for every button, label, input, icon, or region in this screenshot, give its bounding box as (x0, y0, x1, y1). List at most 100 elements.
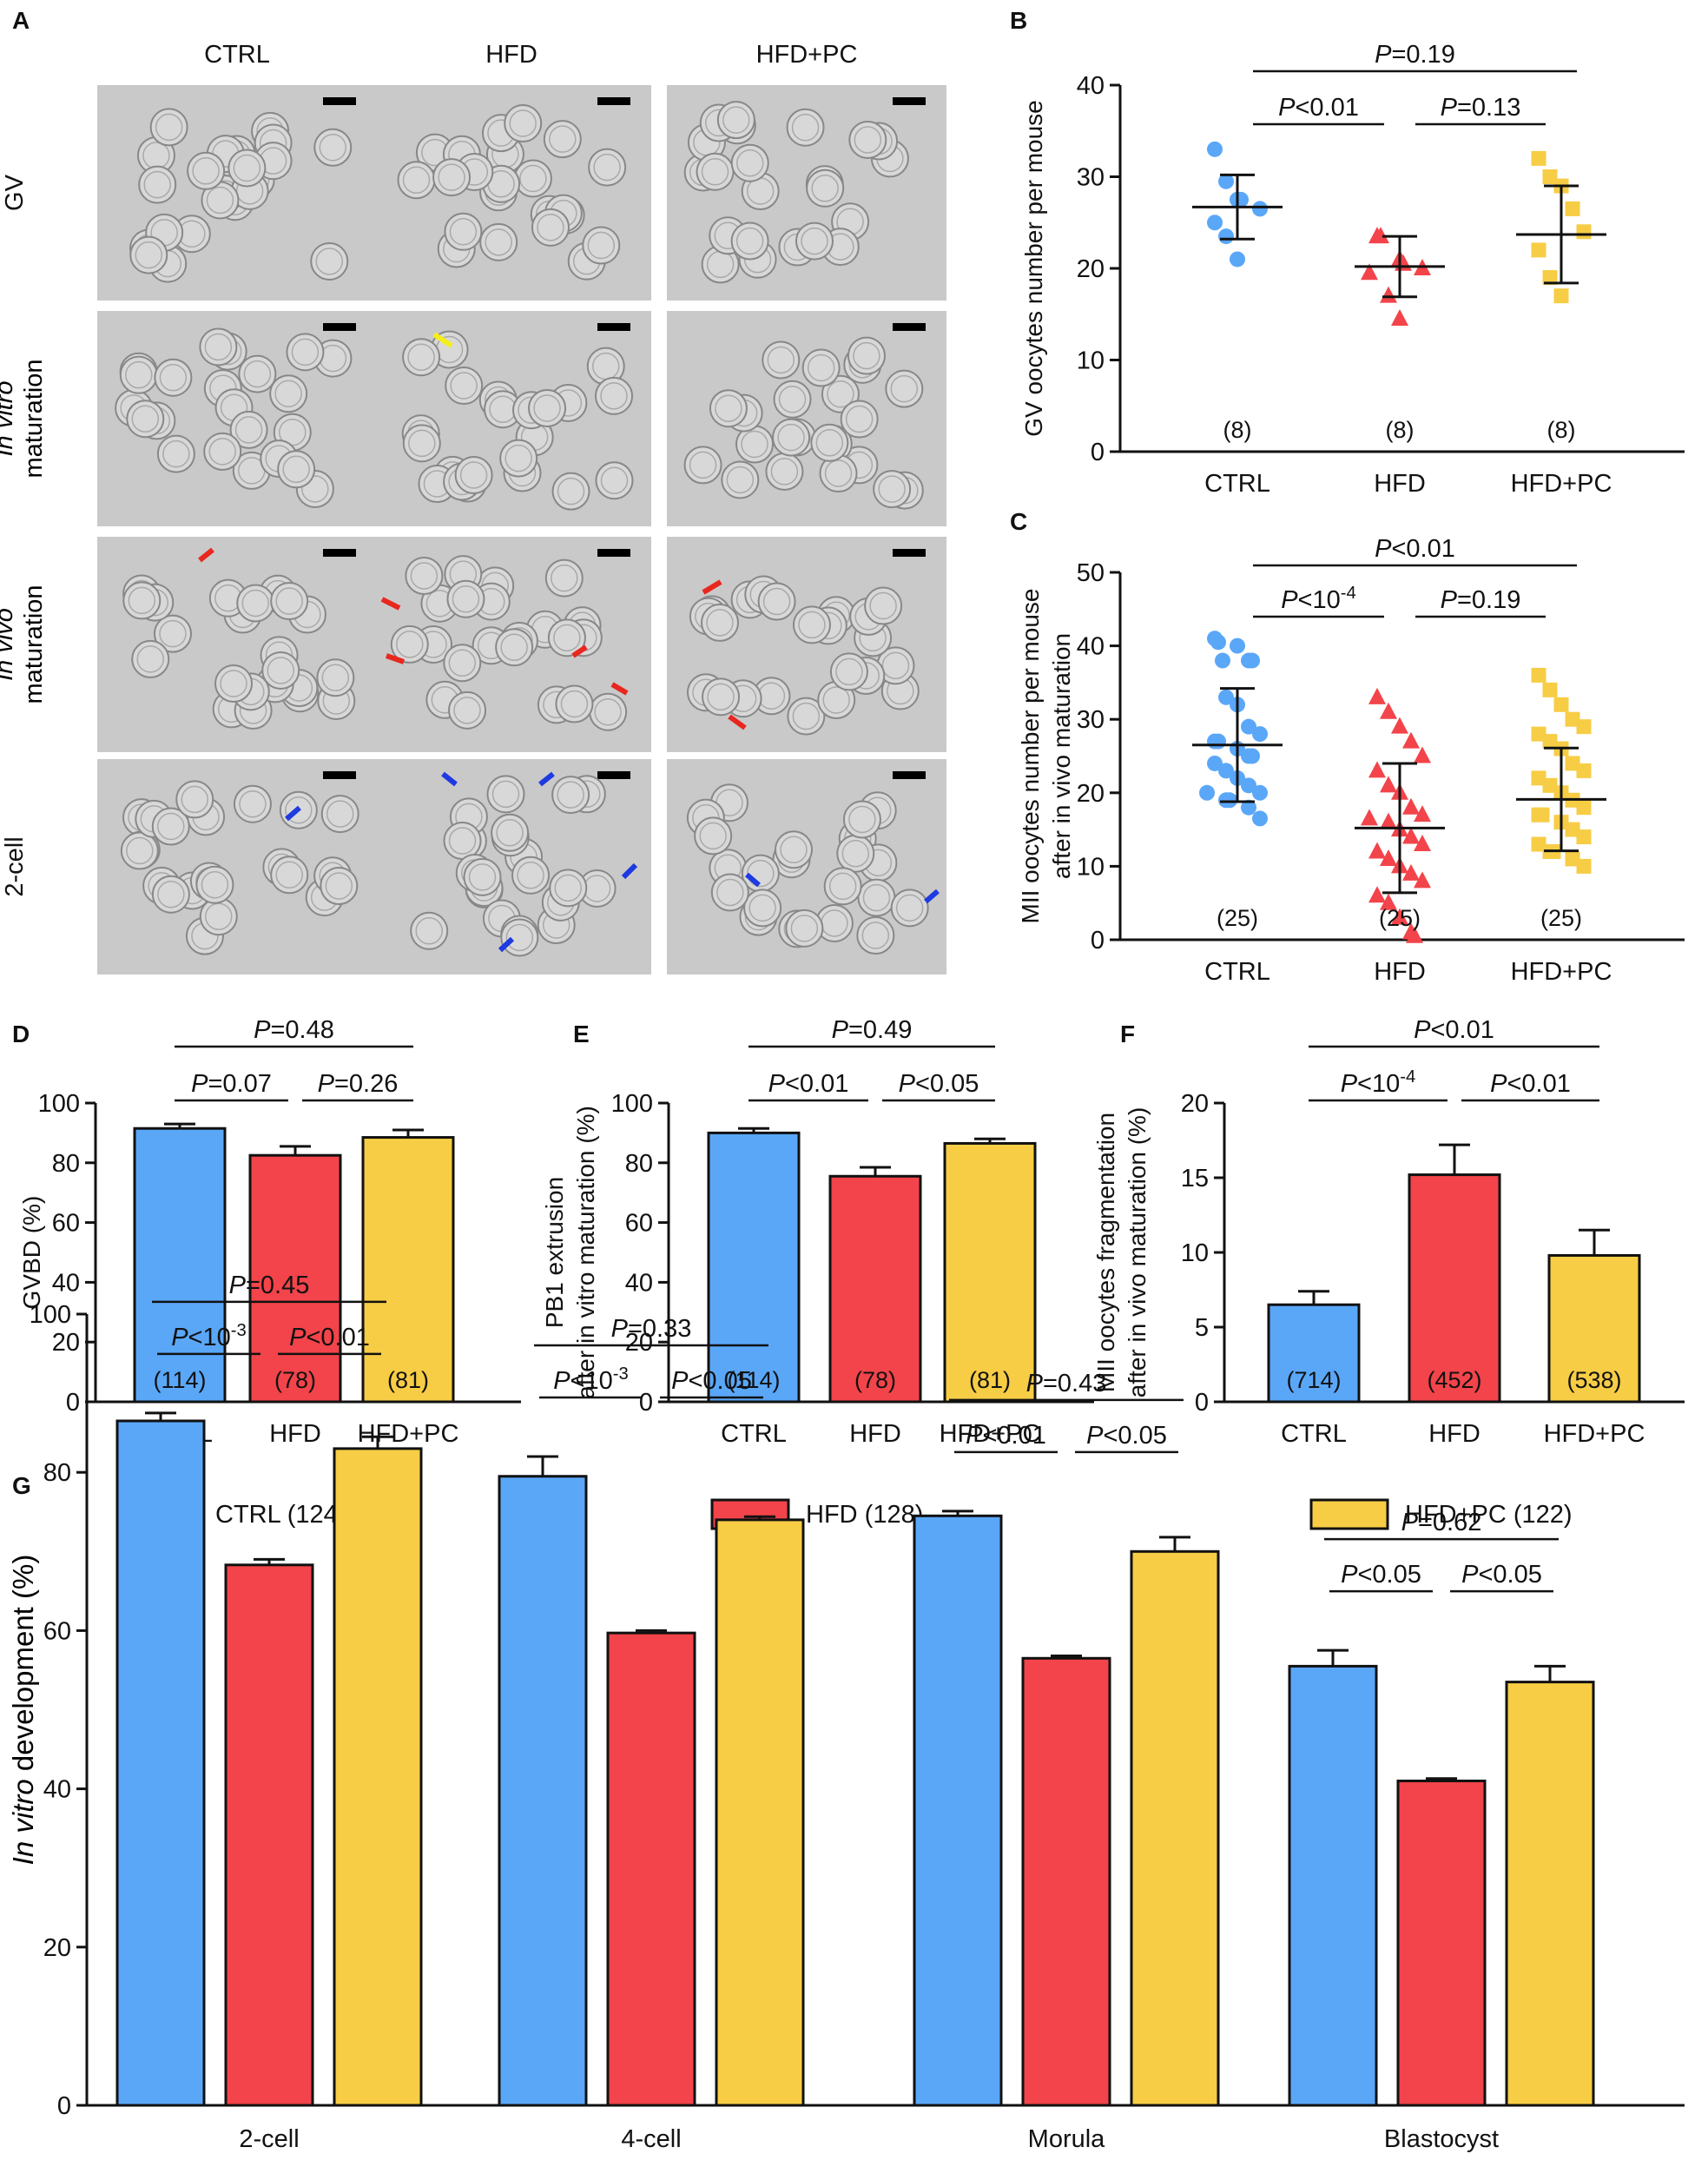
oocyte-inner (468, 863, 497, 891)
data-point-hfdpc (1542, 270, 1558, 286)
data-point-hfdpc (1576, 224, 1592, 240)
y-tick-label: 40 (1077, 633, 1105, 661)
oocyte-inner (861, 922, 890, 949)
data-point-hfd (1368, 761, 1386, 778)
oocyte-inner (890, 374, 919, 403)
p-letter: P (1401, 1509, 1419, 1536)
data-point-hfd (1361, 809, 1378, 826)
data-point-ctrl (1244, 652, 1260, 669)
oocyte-inner (319, 134, 347, 162)
oocyte-inner (504, 444, 532, 472)
data-point-hfd (1368, 886, 1386, 903)
data-point-hfdpc (1531, 836, 1546, 852)
n-label: (114) (153, 1367, 206, 1393)
data-point-hfdpc (1576, 800, 1592, 816)
oocyte-inner (159, 619, 187, 648)
p-letter: P (832, 1016, 849, 1044)
row-label-italic: In vitro (0, 380, 18, 456)
y-tick-label: 30 (1077, 706, 1105, 734)
oocyte-inner (828, 872, 857, 901)
oocyte-inner (600, 466, 629, 494)
n-label: (78) (854, 1367, 896, 1393)
oocyte-inner (321, 664, 350, 691)
p-letter: P (1281, 586, 1298, 614)
y-tick-label: 60 (43, 1617, 71, 1645)
data-point-hfdpc (1576, 858, 1592, 874)
oocyte-inner (448, 649, 477, 677)
scale-bar (893, 549, 926, 557)
p-value: =0.07 (208, 1070, 271, 1098)
p-value: =0.48 (270, 1016, 333, 1044)
x-tick-label: HFD+PC (358, 1420, 459, 1448)
n-label: (8) (1547, 417, 1576, 443)
n-label: (452) (1427, 1367, 1481, 1393)
oocyte-inner (505, 923, 534, 952)
y-tick-label: 100 (38, 1090, 80, 1118)
p-letter: P (254, 1016, 271, 1044)
p-value-label: P=0.48 (254, 1016, 334, 1044)
p-value-label: P<0.05 (899, 1070, 979, 1098)
data-point-hfd (1368, 687, 1386, 704)
p-letter: P (1341, 1561, 1358, 1589)
oocyte-inner (557, 477, 585, 505)
data-point-hfd (1391, 717, 1408, 734)
oocyte-inner (722, 106, 750, 134)
oocyte-inner (220, 670, 247, 697)
data-point-hfd (1414, 835, 1431, 852)
p-value: <0.05 (1103, 1422, 1166, 1450)
p-value-label: P<0.01 (966, 1422, 1046, 1450)
data-point-ctrl (1210, 634, 1226, 651)
p-value: <0.01 (1507, 1070, 1570, 1098)
y-axis-label-line2: after in vivo maturation (%) (1124, 1107, 1151, 1398)
oocyte-inner (549, 125, 577, 153)
p-exponent: -3 (613, 1364, 629, 1384)
oocyte-inner (853, 341, 880, 370)
x-tick-label: Blastocyst (1384, 2125, 1499, 2153)
oocyte-inner (557, 781, 584, 809)
panel-letter: G (12, 1472, 31, 1499)
row-label-second-line: maturation (20, 585, 48, 704)
oocyte-inner (699, 822, 727, 850)
panel-letter: A (12, 7, 30, 34)
oocyte-inner (791, 113, 820, 142)
data-point-hfdpc (1565, 822, 1580, 837)
oocyte-inner (517, 862, 544, 889)
scale-bar (893, 97, 926, 105)
row-label: In vivomaturation (0, 585, 48, 704)
oocyte-inner (841, 839, 870, 868)
p-value-label: P<0.01 (1375, 535, 1455, 563)
n-label: (25) (1379, 905, 1421, 931)
data-point-hfdpc (1542, 734, 1558, 750)
oocyte-inner (125, 360, 153, 389)
x-tick-label: HFD+PC (1511, 470, 1612, 498)
p-value: <10 (570, 1367, 613, 1395)
p-value-label: P<10-3 (553, 1364, 629, 1395)
y-tick-label: 80 (625, 1150, 653, 1178)
oocyte-inner (726, 466, 755, 494)
oocyte-inner (159, 363, 188, 392)
data-point-ctrl (1252, 810, 1268, 827)
p-letter: P (1441, 94, 1458, 122)
oocyte-inner (267, 657, 295, 684)
bar-ctrl (133, 1126, 227, 1404)
p-letter: P (229, 1272, 247, 1299)
p-value: =0.13 (1457, 94, 1520, 122)
data-point-ctrl (1207, 215, 1223, 231)
oocyte-inner (560, 690, 589, 718)
bar-hfd (248, 1153, 342, 1404)
x-tick-label: HFD+PC (1511, 958, 1612, 986)
p-value-label: P<0.01 (1490, 1070, 1571, 1098)
p-value-label: P<0.01 (289, 1324, 370, 1351)
data-point-hfdpc (1553, 697, 1569, 712)
data-point-hfd (1368, 842, 1386, 859)
column-header: HFD+PC (756, 41, 858, 69)
scale-bar (597, 97, 630, 105)
oocyte-inner (878, 475, 906, 503)
n-label: (114) (727, 1367, 780, 1393)
data-point-hfd (1391, 309, 1408, 327)
y-axis-label-italic: In vitro (7, 1771, 39, 1865)
data-point-hfd (1380, 702, 1397, 719)
oocyte-inner (770, 458, 799, 486)
p-value: <0.01 (1295, 94, 1358, 122)
bar-ctrl (913, 1514, 1003, 2107)
